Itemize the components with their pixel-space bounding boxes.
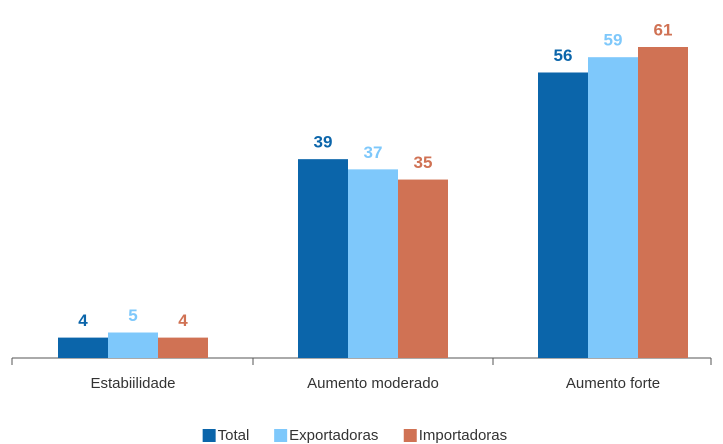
legend-label: Exportadoras bbox=[289, 427, 378, 444]
data-label: 35 bbox=[414, 153, 433, 172]
legend-label: Importadoras bbox=[419, 427, 507, 444]
bar bbox=[538, 72, 588, 358]
bar bbox=[298, 159, 348, 358]
data-label: 4 bbox=[178, 311, 188, 330]
bar bbox=[398, 179, 448, 358]
bar bbox=[108, 332, 158, 358]
data-label: 61 bbox=[654, 20, 673, 39]
bar bbox=[638, 47, 688, 358]
x-tick-label: Aumento moderado bbox=[307, 375, 439, 392]
legend-swatch bbox=[202, 429, 216, 442]
x-tick-label: Aumento forte bbox=[566, 375, 660, 392]
bar bbox=[58, 337, 108, 358]
x-tick-label: Estabiilidade bbox=[90, 375, 175, 392]
data-label: 5 bbox=[128, 306, 137, 325]
data-label: 37 bbox=[364, 143, 383, 162]
legend-swatch bbox=[403, 429, 417, 442]
data-label: 39 bbox=[314, 133, 333, 152]
data-label: 56 bbox=[554, 46, 573, 65]
bar bbox=[588, 57, 638, 359]
bar bbox=[158, 337, 208, 358]
bar bbox=[348, 169, 398, 358]
data-label: 59 bbox=[604, 31, 623, 50]
legend-label: Total bbox=[218, 427, 250, 444]
data-label: 4 bbox=[78, 311, 88, 330]
legend-swatch bbox=[274, 429, 288, 442]
